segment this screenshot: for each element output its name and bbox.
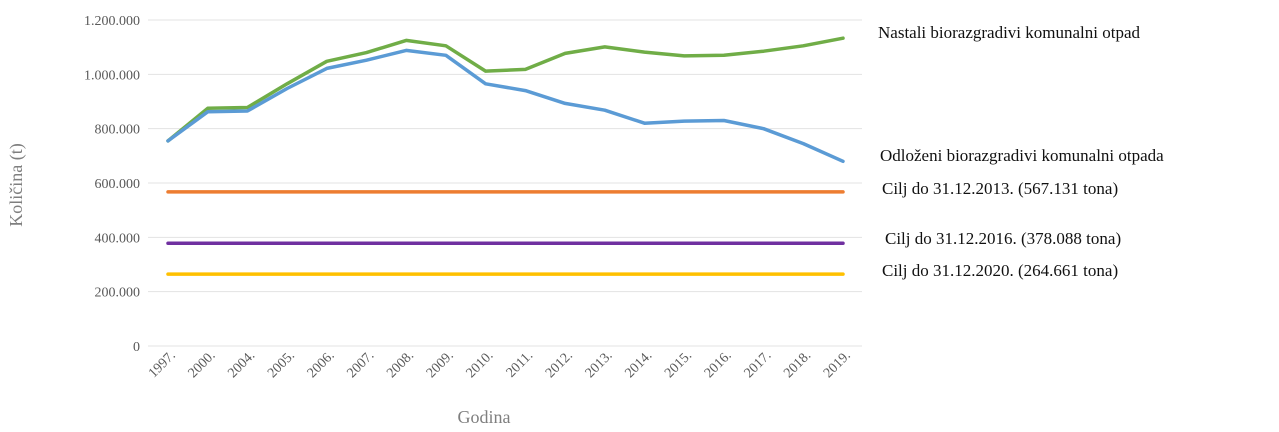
x-tick-label: 2015.: [662, 348, 695, 381]
y-tick-label: 400.000: [95, 231, 141, 246]
y-axis-title: Količina (t): [6, 143, 27, 226]
y-axis-ticks: 0 200.000 400.000 600.000 800.000 1.000.000 1.…: [84, 14, 140, 355]
y-tick-label: 800.000: [95, 123, 141, 138]
x-tick-label: 2016.: [702, 348, 735, 381]
x-tick-label: 1997.: [146, 348, 179, 381]
series-label-4: Cilj do 31.12.2020. (264.661 tona): [882, 261, 1118, 280]
series-line-0: [166, 36, 845, 143]
x-axis-title: Godina: [458, 407, 511, 427]
y-tick-label: 600.000: [95, 177, 141, 192]
x-axis-ticks: 1997. 2000. 2004. 2005. 2006. 2007. 2008. 2009.…: [146, 348, 854, 381]
x-tick-label: 2007.: [344, 348, 377, 381]
x-tick-label: 2012.: [543, 348, 576, 381]
x-tick-label: 2018.: [781, 348, 814, 381]
x-tick-label: 2005.: [265, 348, 298, 381]
x-tick-label: 2009.: [424, 348, 457, 381]
series-line-1: [166, 48, 845, 164]
x-tick-label: 2006.: [305, 348, 338, 381]
series-label-0: Nastali biorazgradivi komunalni otpad: [878, 23, 1141, 42]
series-label-1: Odloženi biorazgradivi komunalni otpada: [880, 146, 1164, 165]
gridlines: [148, 19, 862, 347]
y-tick-label: 1.200.000: [84, 14, 140, 29]
y-tick-label: 1.000.000: [84, 68, 140, 83]
x-tick-label: 2004.: [225, 348, 258, 381]
y-tick-label: 200.000: [95, 286, 141, 301]
x-tick-label: 2011.: [504, 348, 537, 381]
x-tick-label: 2019.: [821, 348, 854, 381]
series-labels: Nastali biorazgradivi komunalni otpad Odl…: [878, 23, 1164, 280]
y-tick-label: 0: [133, 340, 140, 355]
x-tick-label: 2013.: [583, 348, 616, 381]
x-tick-label: 2014.: [622, 348, 655, 381]
series-lines: [166, 36, 845, 276]
x-tick-label: 2017.: [742, 348, 775, 381]
x-tick-label: 2010.: [464, 348, 497, 381]
x-tick-label: 2008.: [384, 348, 417, 381]
series-label-2: Cilj do 31.12.2013. (567.131 tona): [882, 179, 1118, 198]
series-label-3: Cilj do 31.12.2016. (378.088 tona): [885, 229, 1121, 248]
x-tick-label: 2000.: [186, 348, 219, 381]
